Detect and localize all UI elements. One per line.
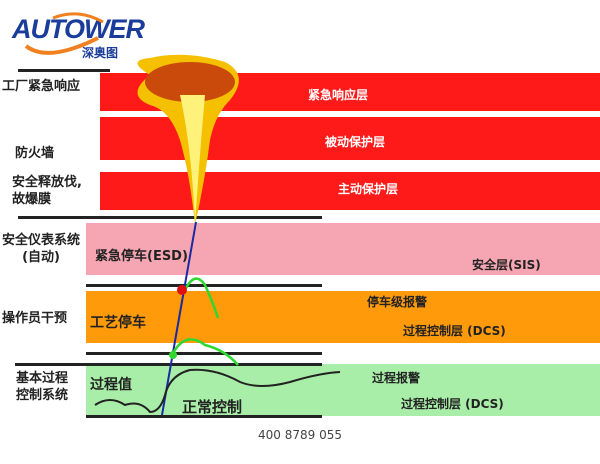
label-operator: 操作员干预 bbox=[2, 311, 68, 326]
trip-point bbox=[177, 285, 187, 295]
divider bbox=[15, 363, 322, 366]
process-value-curve bbox=[94, 368, 341, 414]
band-sis bbox=[86, 223, 600, 275]
flame-icon bbox=[137, 54, 239, 225]
label-relief-valve: 安全释放伐, 故爆膜 bbox=[12, 175, 82, 207]
divider bbox=[18, 216, 322, 219]
phone-number: 400 8789 055 bbox=[258, 428, 342, 442]
band-text: 过程值 bbox=[90, 377, 132, 393]
band-text: 安全层(SIS) bbox=[472, 258, 541, 272]
band-text: 被动保护层 bbox=[325, 135, 386, 149]
band-text: 过程报警 bbox=[372, 371, 421, 385]
divider bbox=[86, 415, 322, 418]
band-text: 停车级报警 bbox=[367, 295, 428, 309]
alarm-curve bbox=[170, 338, 239, 366]
label-sis: 安全仪表系统 (自动) bbox=[2, 233, 81, 265]
band-text: 正常控制 bbox=[182, 398, 243, 416]
logo-swoosh-icon bbox=[24, 12, 104, 55]
band-bpcs bbox=[86, 364, 600, 416]
escalation-line bbox=[161, 221, 197, 416]
band-text: 紧急停车(ESD) bbox=[95, 249, 188, 264]
logo-text: AUTOWER bbox=[12, 14, 145, 44]
band-text: 紧急响应层 bbox=[308, 88, 369, 102]
label-plant-emergency: 工厂紧急响应 bbox=[2, 79, 81, 94]
label-bpcs: 基本过程 控制系统 bbox=[16, 371, 69, 403]
logo-cn: 深奥图 bbox=[82, 46, 119, 60]
divider bbox=[18, 69, 110, 72]
band-active-protection bbox=[100, 172, 600, 210]
band-text: 过程控制层 (DCS) bbox=[403, 324, 506, 338]
band-process-shutdown bbox=[86, 291, 600, 343]
alarm-point bbox=[169, 351, 177, 359]
divider bbox=[86, 352, 322, 355]
band-text: 过程控制层 (DCS) bbox=[401, 397, 504, 411]
autower-logo: AUTOWER 深奥图 bbox=[12, 12, 145, 60]
label-firewall: 防火墙 bbox=[15, 146, 55, 161]
alarm-curve bbox=[183, 277, 220, 319]
band-text: 工艺停车 bbox=[90, 315, 146, 331]
band-text: 主动保护层 bbox=[338, 182, 399, 196]
